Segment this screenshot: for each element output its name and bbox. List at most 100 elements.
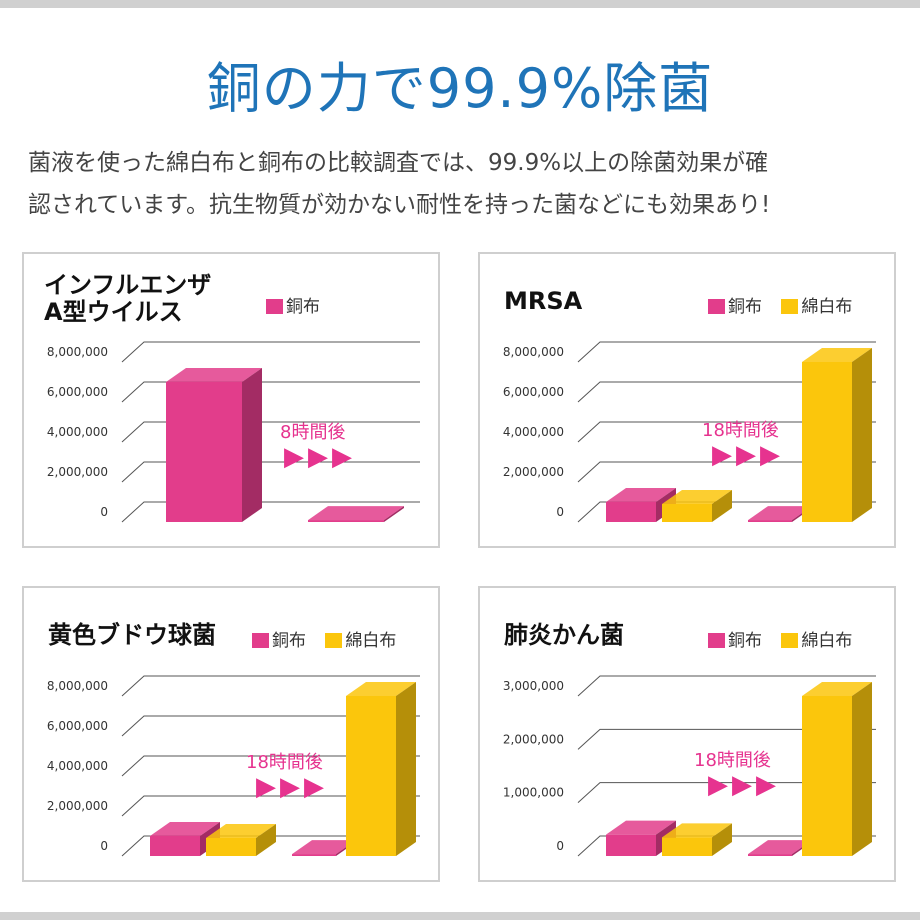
gridline <box>121 715 420 737</box>
y-tick-label: 0 <box>100 505 108 519</box>
gridline <box>577 421 876 443</box>
page-title: 銅の力で99.9%除菌 <box>206 57 714 120</box>
arrow-markers: ▶▶▶ <box>284 442 356 472</box>
legend-label: 綿白布 <box>801 297 853 317</box>
chart-svg: 0 2,000,000 4,000,000 6,000,000 8,000,000 <box>503 341 876 523</box>
gridline <box>121 501 420 523</box>
bar-front <box>802 362 852 522</box>
subtitle-line-1: 菌液を使った綿白布と銅布の比較調査では、99.9%以上の除菌効果が確 <box>28 150 769 176</box>
bar-cotton <box>662 490 732 522</box>
chart-legend: 銅布 綿白布 <box>238 626 396 651</box>
legend-item-copper: 銅布 <box>252 626 306 651</box>
bar-top <box>292 840 356 855</box>
arrow-markers: ▶▶▶ <box>256 772 328 802</box>
bar-side <box>712 490 732 522</box>
gridline <box>121 381 420 403</box>
legend-item-cotton: 綿白布 <box>325 626 396 651</box>
subtitle-line-2: 認されています。抗生物質が効かない耐性を持った菌などにも効果あり! <box>28 192 771 218</box>
y-tick-label: 8,000,000 <box>47 679 108 693</box>
gridline <box>577 728 876 750</box>
gridline <box>577 782 876 804</box>
time-annotation: 18時間後 <box>702 420 779 441</box>
bar-top <box>150 822 220 836</box>
top-border <box>0 0 920 8</box>
legend-label: 綿白布 <box>345 631 397 651</box>
legend-swatch-cotton <box>325 633 343 648</box>
time-annotation: 8時間後 <box>280 422 346 443</box>
chart-panel-klebsiella: 0 1,000,000 2,000,000 3,000,000 肺炎かん菌 銅布 綿白… <box>478 586 896 882</box>
bar-front <box>662 837 712 856</box>
y-tick-label: 8,000,000 <box>503 345 564 359</box>
bar-front <box>748 520 792 522</box>
bar-top <box>662 823 732 838</box>
bar-top <box>206 824 276 838</box>
legend-item-copper: 銅布 <box>708 292 762 317</box>
gridline <box>577 501 876 523</box>
legend-swatch-copper <box>266 299 283 314</box>
legend-swatch-cotton <box>781 299 799 314</box>
legend-swatch-copper <box>708 633 725 648</box>
bar-copper <box>606 820 676 856</box>
chart-title-line-2: A型ウイルス <box>44 298 183 326</box>
chart-title-line-1: 黄色ブドウ球菌 <box>48 621 216 649</box>
gridline <box>577 461 876 483</box>
legend-item-cotton: 綿白布 <box>781 626 852 651</box>
legend-item-cotton: 綿白布 <box>781 292 852 317</box>
chart-title: 肺炎かん菌 <box>504 622 624 649</box>
y-tick-label: 8,000,000 <box>47 345 108 359</box>
legend-label: 銅布 <box>728 297 762 317</box>
bar-top <box>802 682 872 696</box>
bar-top <box>606 488 676 502</box>
y-tick-label: 1,000,000 <box>503 786 564 800</box>
gridline <box>121 755 420 777</box>
y-tick-label: 4,000,000 <box>503 425 564 439</box>
y-tick-label: 4,000,000 <box>47 759 108 773</box>
bar-side <box>852 348 872 522</box>
bar-front <box>802 696 852 856</box>
bar-front <box>206 838 256 856</box>
chart-svg: 0 2,000,000 4,000,000 6,000,000 8,000,000 <box>47 675 420 857</box>
chart-title: 黄色ブドウ球菌 <box>48 622 216 649</box>
bar-front <box>308 520 384 522</box>
bar-top <box>748 840 812 855</box>
gridline <box>121 461 420 483</box>
bar-cotton <box>346 682 416 856</box>
legend-swatch-copper <box>252 633 269 648</box>
legend-swatch-cotton <box>781 633 799 648</box>
bar-cotton <box>802 348 872 522</box>
gridline <box>121 675 420 697</box>
chart-title-line-1: MRSA <box>504 287 583 315</box>
y-tick-label: 4,000,000 <box>47 425 108 439</box>
bar-copper <box>166 368 262 522</box>
gridline <box>577 341 876 363</box>
bar-cotton <box>802 682 872 856</box>
bar-side <box>256 824 276 856</box>
legend-label: 綿白布 <box>801 631 853 651</box>
legend-label: 銅布 <box>728 631 762 651</box>
bar-front <box>292 854 336 856</box>
chart-svg: 0 1,000,000 2,000,000 3,000,000 <box>503 675 876 857</box>
y-tick-label: 6,000,000 <box>47 385 108 399</box>
chart-title-line-1: インフルエンザ <box>44 271 212 299</box>
chart-title: インフルエンザ A型ウイルス <box>44 272 211 326</box>
y-tick-label: 2,000,000 <box>47 799 108 813</box>
bar-side <box>396 682 416 856</box>
gridline <box>121 795 420 817</box>
bar-front <box>748 854 792 856</box>
bar-top <box>606 820 676 835</box>
bar-copper <box>308 506 404 522</box>
y-tick-label: 2,000,000 <box>503 465 564 479</box>
bar-top <box>346 682 416 696</box>
legend-item-copper: 銅布 <box>266 292 320 317</box>
bar-top <box>166 368 262 382</box>
y-tick-label: 0 <box>556 505 564 519</box>
bar-side <box>712 823 732 856</box>
bar-front <box>662 504 712 522</box>
y-tick-label: 0 <box>100 839 108 853</box>
bar-top <box>802 348 872 362</box>
bar-cotton <box>206 824 276 856</box>
legend-label: 銅布 <box>272 631 306 651</box>
bar-side <box>852 682 872 856</box>
arrow-markers: ▶▶▶ <box>708 770 780 800</box>
y-tick-label: 6,000,000 <box>47 719 108 733</box>
